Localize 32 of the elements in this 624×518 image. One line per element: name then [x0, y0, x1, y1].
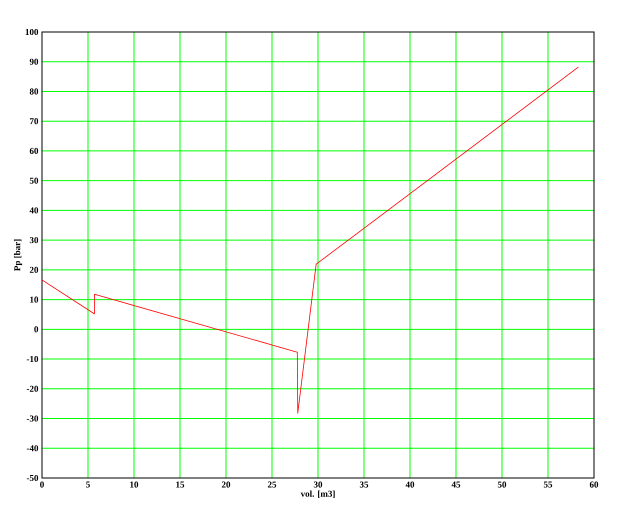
line-series — [42, 66, 579, 414]
y-tick-label: -50 — [26, 474, 38, 482]
x-tick-label: 20 — [222, 482, 230, 488]
y-tick-label: 40 — [30, 207, 38, 214]
y-tick-label: 90 — [30, 58, 38, 65]
y-tick-label: -20 — [26, 386, 38, 392]
x-tick-label: 50 — [498, 482, 506, 488]
y-tick-label: 20 — [30, 266, 38, 273]
x-axis-title: vol. [m3] — [300, 490, 335, 498]
y-tick-label: -40 — [26, 445, 38, 452]
x-tick-label: 15 — [176, 482, 184, 488]
y-axis-title: Pp [bar] — [14, 240, 22, 271]
y-tick-label: -10 — [26, 356, 38, 362]
y-tick-label: 30 — [30, 237, 38, 244]
x-tick-label: 25 — [268, 482, 276, 488]
y-tick-label: 60 — [30, 148, 38, 154]
x-tick-label: 30 — [314, 482, 322, 488]
y-tick-label: 0 — [34, 326, 38, 332]
y-tick-label: -30 — [26, 415, 38, 422]
x-tick-label: 35 — [360, 482, 368, 488]
y-tick-label: 10 — [30, 296, 38, 303]
x-tick-label: 55 — [544, 482, 552, 488]
x-tick-label: 60 — [590, 482, 598, 488]
x-tick-label: 5 — [86, 482, 90, 488]
y-tick-label: 100 — [26, 28, 38, 36]
x-tick-label: 10 — [130, 482, 138, 488]
y-tick-label: 80 — [30, 88, 38, 94]
y-tick-label: 70 — [30, 118, 38, 124]
x-tick-label: 40 — [406, 482, 414, 488]
y-tick-label: 50 — [30, 178, 38, 184]
x-tick-label: 0 — [40, 482, 44, 488]
x-tick-label: 45 — [452, 482, 460, 488]
